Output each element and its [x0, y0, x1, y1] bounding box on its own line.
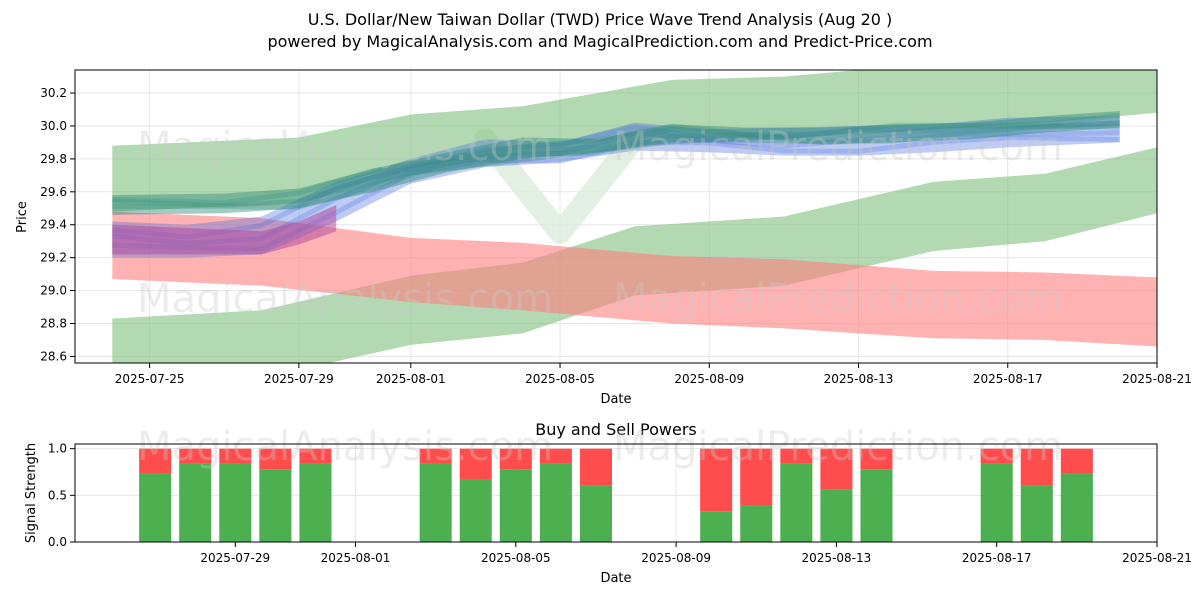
signal-y-tick-label: 0.0 — [48, 535, 67, 549]
price-x-tick-label: 2025-07-25 — [115, 372, 185, 386]
price-chart: MagicalAnalysis.com MagicalPrediction.co… — [15, 69, 1192, 407]
price-x-ticks: 2025-07-25 2025-07-29 2025-08-01 2025-08-05… — [115, 363, 1192, 386]
buy-bar — [539, 463, 572, 542]
watermark-right-top: MagicalPrediction.com — [613, 124, 1063, 170]
sell-bar — [980, 448, 1013, 464]
signal-x-tick-label: 2025-08-17 — [962, 551, 1032, 565]
buy-bar — [419, 463, 452, 542]
buy-bar — [980, 463, 1013, 542]
price-x-axis-label: Date — [600, 392, 631, 407]
buy-bar — [139, 473, 172, 542]
buy-bar — [780, 463, 813, 542]
signal-y-axis-label: Signal Strength — [24, 443, 39, 543]
signal-bars — [139, 448, 1093, 542]
signal-x-tick-label: 2025-08-01 — [321, 551, 391, 565]
red-band — [112, 211, 1157, 347]
chart-subtitle: powered by MagicalAnalysis.com and Magic… — [267, 32, 932, 51]
sell-bar — [539, 448, 572, 464]
buy-bar — [179, 463, 212, 542]
signal-x-ticks: 2025-07-29 2025-08-01 2025-08-05 2025-08-09… — [200, 542, 1192, 565]
signal-y-tick-label: 1.0 — [48, 442, 67, 456]
price-x-tick-label: 2025-07-29 — [264, 372, 334, 386]
v-shape-mark — [474, 128, 646, 244]
blue-wave-band — [112, 116, 1120, 258]
sell-bar — [139, 448, 172, 474]
sell-bar — [740, 448, 773, 506]
buy-bar — [820, 489, 853, 542]
price-x-tick-label: 2025-08-13 — [824, 372, 894, 386]
signal-y-ticks: 0.0 0.5 1.0 — [48, 442, 75, 549]
watermark-left-signal: MagicalAnalysis.com — [137, 424, 553, 470]
signal-chart: Buy and Sell Powers MagicalAnalysis.com … — [24, 420, 1192, 586]
price-y-tick-label: 30.2 — [40, 86, 67, 100]
price-y-tick-label: 29.0 — [40, 284, 67, 298]
price-x-tick-label: 2025-08-17 — [973, 372, 1043, 386]
buy-bar — [579, 485, 612, 542]
wave-strand — [112, 123, 1120, 210]
sell-bar — [780, 448, 813, 464]
price-plot-frame — [74, 69, 1158, 364]
buy-bar — [1020, 485, 1053, 542]
signal-x-axis-label: Date — [600, 571, 631, 586]
buy-bar — [219, 463, 252, 542]
teal-wave-band — [112, 111, 1120, 215]
sell-bar — [499, 448, 532, 470]
price-x-tick-label: 2025-08-01 — [376, 372, 446, 386]
price-y-axis-label: Price — [15, 201, 30, 233]
sell-bar — [579, 448, 612, 486]
chart-title: U.S. Dollar/New Taiwan Dollar (TWD) Pric… — [308, 10, 893, 29]
signal-y-tick-label: 0.5 — [48, 488, 67, 502]
sell-bar — [700, 448, 733, 512]
sell-bar — [820, 448, 853, 490]
price-x-tick-label: 2025-08-21 — [1122, 372, 1192, 386]
signal-x-tick-label: 2025-08-13 — [802, 551, 872, 565]
sell-bar — [179, 448, 212, 464]
sell-bar — [1020, 448, 1053, 486]
buy-bar — [1060, 473, 1093, 542]
buy-bar — [860, 469, 893, 542]
watermark-right-signal: MagicalPrediction.com — [613, 424, 1063, 470]
buy-bar — [740, 505, 773, 542]
wave-strand — [112, 120, 1120, 240]
signal-x-tick-label: 2025-08-09 — [641, 551, 711, 565]
price-y-ticks: 28.6 28.8 29.0 29.2 29.4 29.6 29.8 30.0 30.2 — [40, 86, 75, 363]
wave-strand — [112, 112, 1120, 206]
wave-strand — [112, 120, 1120, 209]
sell-bar — [299, 448, 332, 464]
upper-green-band — [112, 70, 1157, 212]
price-y-tick-label: 29.6 — [40, 185, 67, 199]
sell-bar — [1060, 448, 1093, 474]
sell-bar — [459, 448, 492, 480]
signal-chart-title: Buy and Sell Powers — [535, 420, 697, 439]
sell-bar — [860, 448, 893, 470]
watermark-right-bottom: MagicalPrediction.com — [613, 276, 1063, 322]
sell-bar — [259, 448, 292, 470]
sell-bar — [219, 448, 252, 464]
price-y-tick-label: 30.0 — [40, 119, 67, 133]
price-y-tick-label: 29.8 — [40, 152, 67, 166]
buy-bar — [499, 469, 532, 542]
price-y-tick-label: 29.4 — [40, 218, 67, 232]
watermark-left-bottom: MagicalAnalysis.com — [137, 276, 553, 322]
signal-x-tick-label: 2025-08-05 — [481, 551, 551, 565]
buy-bar — [459, 479, 492, 542]
price-y-tick-label: 28.8 — [40, 316, 67, 330]
price-bands-clip — [112, 70, 1157, 363]
price-x-tick-label: 2025-08-09 — [674, 372, 744, 386]
signal-x-tick-label: 2025-08-21 — [1122, 551, 1192, 565]
watermark-left-top: MagicalAnalysis.com — [137, 124, 553, 170]
sell-bar — [419, 448, 452, 464]
price-bands — [112, 70, 1157, 363]
buy-bar — [700, 511, 733, 542]
price-y-tick-label: 29.2 — [40, 251, 67, 265]
purple-wave-band — [112, 204, 337, 255]
signal-x-tick-label: 2025-07-29 — [200, 551, 270, 565]
buy-bar — [299, 463, 332, 542]
buy-bar — [259, 469, 292, 542]
price-x-tick-label: 2025-08-05 — [525, 372, 595, 386]
signal-plot-frame — [74, 443, 1158, 543]
price-y-tick-label: 28.6 — [40, 349, 67, 363]
